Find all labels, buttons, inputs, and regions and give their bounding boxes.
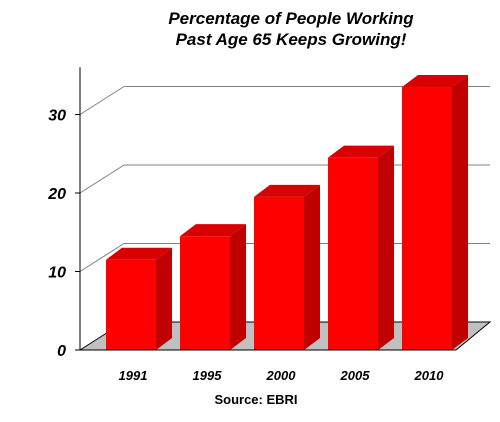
y-tick-label-30: 30: [48, 108, 66, 125]
bar-front-1995: [180, 236, 230, 350]
bar-top-2000: [254, 184, 320, 197]
chart-title-line-2: Past Age 65 Keeps Growing!: [176, 30, 407, 49]
bar-1995: [180, 224, 246, 350]
gridline-diagonal-30: [79, 86, 125, 115]
bars-layer: [106, 75, 468, 351]
bar-front-2005: [328, 157, 378, 350]
bar-1991: [106, 247, 172, 350]
bar-front-2000: [254, 196, 304, 350]
bar-2005: [328, 145, 394, 350]
x-tick-label-1991: 1991: [119, 368, 148, 383]
y-tick-label-20: 20: [47, 186, 66, 203]
bar-side-2000: [304, 184, 320, 350]
source-note: Source: EBRI: [214, 392, 297, 407]
bar-side-1991: [156, 247, 172, 350]
bar-side-2010: [452, 75, 468, 351]
x-tick-label-1995: 1995: [193, 368, 223, 383]
bar-front-2010: [402, 87, 452, 351]
bar-top-1991: [106, 247, 172, 260]
axes-layer: 1991 1995 2000 2005 2010 0 10 20 30: [47, 67, 456, 383]
bar-front-1991: [106, 259, 156, 350]
bar-side-2005: [378, 145, 394, 350]
x-tick-label-2000: 2000: [266, 368, 297, 383]
bar-side-1995: [230, 224, 246, 350]
bar-top-2010: [402, 75, 468, 88]
chart-title-line-1: Percentage of People Working: [168, 9, 414, 28]
x-tick-label-2005: 2005: [340, 368, 371, 383]
bar-top-1995: [180, 224, 246, 237]
bar-2000: [254, 184, 320, 350]
y-tick-label-0: 0: [57, 343, 66, 360]
gridline-diagonal-10: [79, 243, 125, 272]
bar-top-2005: [328, 145, 394, 158]
bar-2010: [402, 75, 468, 351]
x-tick-label-2010: 2010: [414, 368, 445, 383]
y-tick-label-10: 10: [48, 265, 66, 282]
gridline-diagonal-20: [79, 164, 125, 194]
